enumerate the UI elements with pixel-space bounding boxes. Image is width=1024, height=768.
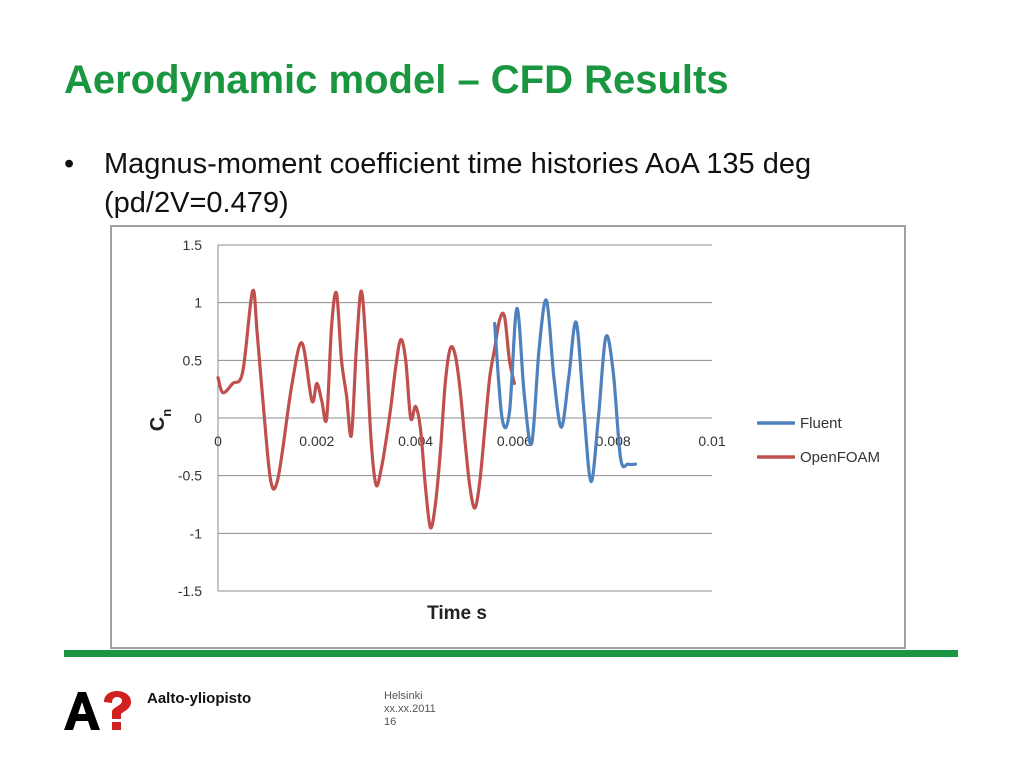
grid-layer bbox=[217, 244, 712, 592]
cn-time-history-chart: 1.5 1 0.5 0 -0.5 -1 -1.5 0 0.002 0.004 0.006 0.008 0… bbox=[147, 237, 880, 624]
x-tick-label: 0.002 bbox=[299, 433, 334, 449]
y-tick-label: -1.5 bbox=[178, 583, 202, 599]
x-tick-label: 0.006 bbox=[497, 433, 532, 449]
x-tick-label: 0 bbox=[214, 433, 222, 449]
slide-title: Aerodynamic model – CFD Results bbox=[64, 58, 729, 102]
series-line-fluent bbox=[493, 298, 638, 484]
x-tick-label: 0.004 bbox=[398, 433, 433, 449]
footer-city: Helsinki bbox=[384, 690, 423, 702]
footer-page-number: 16 bbox=[384, 716, 397, 728]
footer-info: Helsinki xx.xx.2011 16 bbox=[384, 690, 436, 729]
y-tick-label: -1 bbox=[190, 525, 203, 541]
bullet-symbol: • bbox=[64, 148, 75, 180]
svg-text:Cn: Cn bbox=[147, 409, 174, 431]
legend: Fluent OpenFOAM bbox=[757, 415, 880, 466]
aalto-logo bbox=[64, 691, 131, 730]
series-layer bbox=[216, 288, 638, 530]
y-axis-label: Cn bbox=[147, 409, 174, 431]
bullet-text: Magnus-moment coefficient time histories… bbox=[104, 148, 812, 219]
x-tick-label: 0.01 bbox=[698, 433, 725, 449]
y-tick-label: 0 bbox=[194, 410, 202, 426]
y-tick-label: 1.5 bbox=[183, 237, 203, 253]
tick-label-layer: 1.5 1 0.5 0 -0.5 -1 -1.5 0 0.002 0.004 0.006 0.008 0… bbox=[178, 237, 726, 599]
footer-divider bbox=[64, 650, 958, 657]
brand-name: Aalto-yliopisto bbox=[147, 690, 252, 707]
y-tick-label: 1 bbox=[194, 295, 202, 311]
y-tick-label: 0.5 bbox=[183, 352, 203, 368]
footer-date: xx.xx.2011 bbox=[384, 703, 436, 715]
y-tick-label: -0.5 bbox=[178, 468, 202, 484]
x-axis-label: Time s bbox=[427, 603, 487, 624]
chart-frame: 1.5 1 0.5 0 -0.5 -1 -1.5 0 0.002 0.004 0.006 0.008 0… bbox=[110, 225, 906, 649]
legend-label: Fluent bbox=[800, 415, 843, 432]
series-line-openfoam bbox=[216, 288, 516, 530]
x-tick-label: 0.008 bbox=[596, 433, 631, 449]
legend-label: OpenFOAM bbox=[800, 449, 880, 466]
